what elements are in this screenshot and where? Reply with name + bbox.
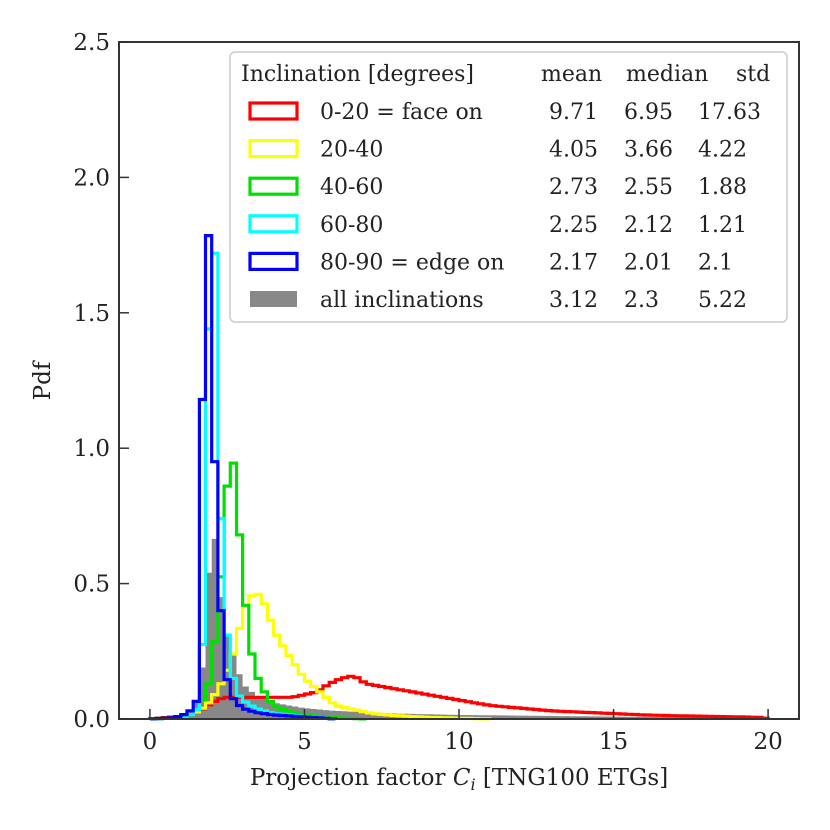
legend-std-2: 1.88	[698, 175, 747, 200]
y-tick-label-4: 2.0	[73, 165, 110, 191]
legend-mean-0: 9.71	[549, 100, 598, 125]
x-axis: 0 5 10 15 20	[143, 709, 783, 755]
y-axis: 0.0 0.5 1.0 1.5 2.0 2.5	[73, 30, 129, 733]
legend-swatch-4	[248, 251, 299, 271]
legend-label-3: 60-80	[320, 213, 383, 238]
legend-std-4: 2.1	[698, 250, 733, 275]
legend-rows: 0-20 = face on 9.71 6.95 17.63 20-40 4.05 3.66…	[248, 100, 761, 313]
legend-swatch-3	[248, 214, 299, 234]
y-axis-title: Pdf	[30, 360, 56, 400]
legend-swatch-0	[248, 101, 299, 121]
legend-std-5: 5.22	[698, 288, 747, 313]
legend-swatch-2	[248, 176, 299, 196]
legend-col-median: median	[626, 62, 708, 87]
legend-col-mean: mean	[541, 62, 602, 87]
x-tick-label-3: 15	[599, 729, 628, 755]
legend-median-5: 2.3	[624, 288, 659, 313]
legend-mean-1: 4.05	[549, 138, 598, 163]
y-tick-label-0: 0.0	[73, 707, 110, 733]
legend-label-2: 40-60	[320, 175, 383, 200]
legend-mean-5: 3.12	[549, 288, 598, 313]
x-tick-label-0: 0	[143, 729, 158, 755]
legend-swatch-5	[250, 291, 297, 307]
y-tick-label-2: 1.0	[73, 436, 110, 462]
legend-label-4: 80-90 = edge on	[320, 250, 504, 275]
legend-label-1: 20-40	[320, 138, 383, 163]
x-tick-label-2: 10	[444, 729, 473, 755]
legend: Inclination [degrees] mean median std 0-…	[229, 51, 788, 323]
legend-mean-4: 2.17	[549, 250, 598, 275]
legend-std-1: 4.22	[698, 138, 747, 163]
legend-header: Inclination [degrees]	[241, 62, 474, 87]
x-axis-title: Projection factor Ci [TNG100 ETGs]	[250, 765, 668, 794]
legend-mean-3: 2.25	[549, 213, 598, 238]
x-tick-label-1: 5	[297, 729, 312, 755]
legend-swatch-1	[248, 139, 299, 159]
legend-col-std: std	[736, 62, 770, 87]
legend-label-0: 0-20 = face on	[320, 100, 483, 125]
legend-mean-2: 2.73	[549, 175, 598, 200]
legend-median-3: 2.12	[624, 213, 673, 238]
legend-label-5: all inclinations	[320, 288, 484, 313]
legend-median-4: 2.01	[624, 250, 673, 275]
legend-box	[229, 51, 788, 323]
y-tick-label-5: 2.5	[73, 30, 110, 56]
y-tick-label-1: 0.5	[73, 572, 110, 598]
x-tick-label-4: 20	[753, 729, 782, 755]
legend-median-0: 6.95	[624, 100, 673, 125]
series-2-histogram	[148, 592, 492, 721]
y-tick-label-3: 1.5	[73, 301, 110, 327]
legend-median-2: 2.55	[624, 175, 673, 200]
legend-std-0: 17.63	[698, 100, 761, 125]
legend-std-3: 1.21	[698, 213, 747, 238]
legend-median-1: 3.66	[624, 138, 673, 163]
